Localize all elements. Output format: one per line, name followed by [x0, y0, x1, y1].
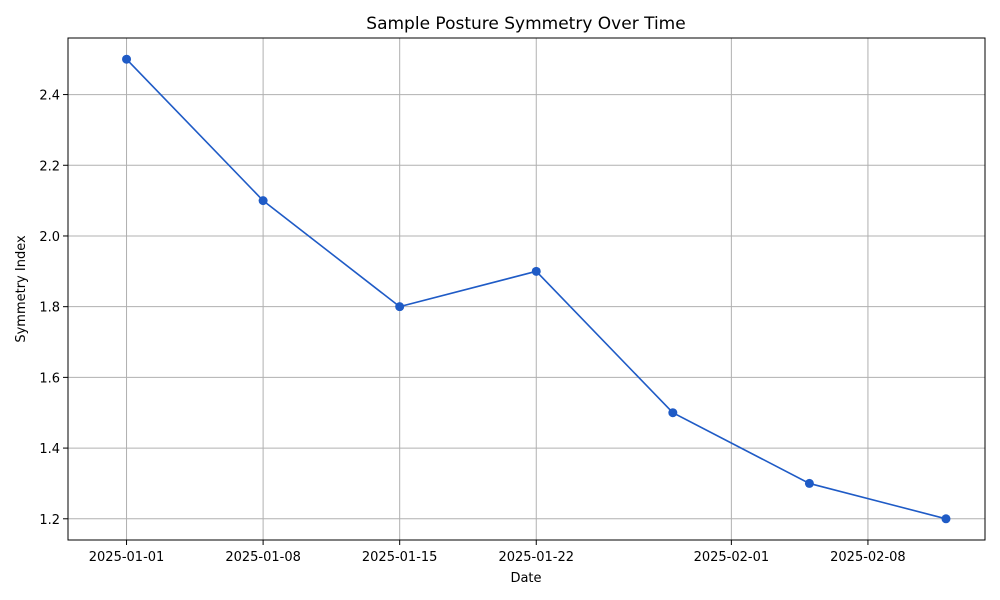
series-layer [122, 54, 951, 524]
x-tick-label: 2025-02-01 [694, 550, 770, 565]
data-point [122, 54, 132, 64]
data-point [395, 302, 405, 312]
x-axis-label: Date [510, 571, 541, 586]
data-point [258, 196, 268, 206]
data-point [668, 408, 678, 418]
x-tick-label: 2025-01-08 [225, 550, 301, 565]
plot-frame [67, 37, 986, 541]
y-tick-label: 2.2 [39, 159, 60, 174]
y-tick-label: 1.2 [39, 513, 60, 528]
chart-title: Sample Posture Symmetry Over Time [366, 14, 685, 34]
y-axis-label: Symmetry Index [14, 235, 29, 343]
y-tick-label: 2.4 [39, 89, 60, 104]
tick-layer: 2025-01-01 2025-01-08 2025-01-15 2025-01-22… [39, 89, 905, 565]
y-tick-label: 1.6 [39, 371, 60, 386]
x-tick-label: 2025-01-15 [362, 550, 438, 565]
data-point [941, 514, 951, 524]
y-tick-label: 1.8 [39, 301, 60, 316]
data-point [804, 478, 814, 488]
x-tick-label: 2025-02-08 [830, 550, 906, 565]
grid-layer [68, 38, 985, 540]
data-point [531, 266, 541, 276]
x-tick-label: 2025-01-22 [498, 550, 574, 565]
y-tick-label: 2.0 [39, 230, 60, 245]
y-tick-label: 1.4 [39, 442, 60, 457]
x-tick-label: 2025-01-01 [89, 550, 165, 565]
